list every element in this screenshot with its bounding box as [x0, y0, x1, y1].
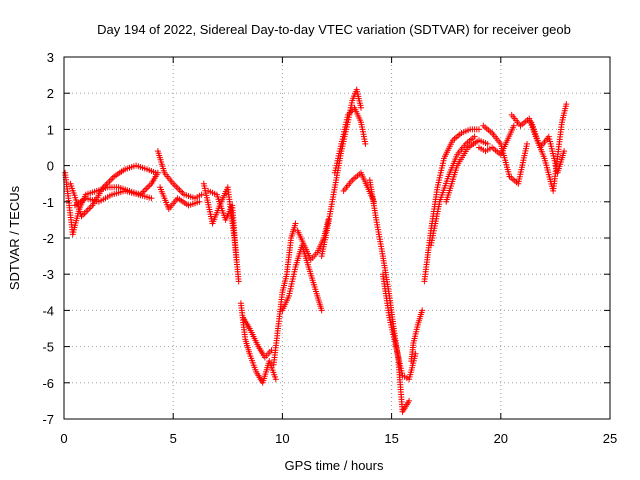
data-point [196, 198, 203, 205]
chart-title: Day 194 of 2022, Sidereal Day-to-day VTE… [97, 22, 571, 37]
data-point [174, 185, 181, 192]
y-tick-label: 0 [47, 159, 54, 174]
x-tick-label: 10 [275, 431, 289, 446]
x-tick-labels: 0 5 10 15 20 25 [60, 431, 617, 446]
data-point [198, 191, 205, 198]
data-point [563, 101, 570, 108]
x-tick-label: 15 [384, 431, 398, 446]
data-point [143, 185, 150, 192]
data-point [524, 140, 530, 147]
data-point [235, 278, 242, 285]
data-point [152, 169, 159, 176]
data-point [419, 307, 426, 314]
data-point [510, 122, 517, 129]
y-tick-label: -7 [42, 412, 54, 427]
y-tick-label: -3 [42, 267, 54, 282]
x-axis-label: GPS time / hours [285, 458, 384, 473]
grid [64, 57, 610, 419]
data-points [62, 86, 570, 415]
y-tick-label: -1 [42, 195, 54, 210]
data-point [292, 220, 299, 227]
data-point [561, 148, 568, 155]
y-tick-label: 1 [47, 122, 54, 137]
data-point [272, 376, 279, 383]
x-tick-label: 20 [494, 431, 508, 446]
data-point [318, 307, 325, 314]
axis-ticks [63, 56, 611, 420]
y-axis-label: SDTVAR / TECUs [7, 185, 22, 290]
y-tick-label: -2 [42, 231, 54, 246]
data-point [173, 183, 180, 190]
y-tick-label: 3 [47, 50, 54, 65]
data-point [476, 126, 482, 133]
data-point [406, 397, 413, 404]
data-point [233, 256, 240, 263]
data-point [148, 195, 155, 202]
y-tick-label: -4 [42, 303, 54, 318]
data-point [471, 133, 478, 140]
x-tick-label: 25 [603, 431, 617, 446]
y-tick-label: 2 [47, 86, 54, 101]
data-point [358, 104, 364, 111]
data-point [362, 140, 369, 147]
x-tick-label: 0 [60, 431, 67, 446]
data-point [484, 140, 491, 147]
x-tick-label: 5 [170, 431, 177, 446]
y-tick-label: -5 [42, 340, 54, 355]
y-tick-label: -6 [42, 376, 54, 391]
y-tick-labels: 3 2 1 0 -1 -2 -3 -4 -5 -6 -7 [42, 50, 54, 427]
